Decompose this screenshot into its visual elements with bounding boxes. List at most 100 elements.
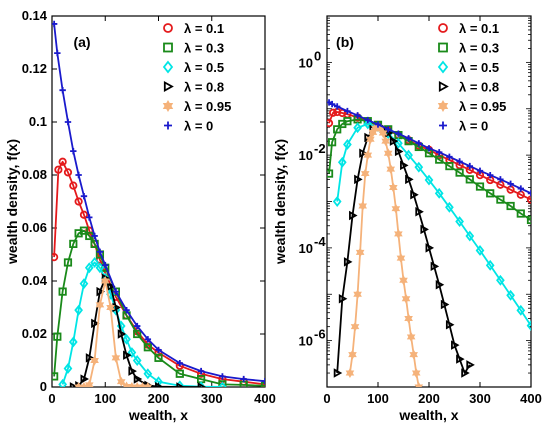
y-tick-label: 10 <box>299 55 313 70</box>
plot-frame <box>51 15 266 388</box>
data-point <box>466 360 475 370</box>
x-tick-label: 300 <box>201 391 223 406</box>
data-point <box>360 168 370 179</box>
legend-label: λ = 0.8 <box>184 80 224 95</box>
data-point <box>378 128 388 138</box>
x-tick-label: 100 <box>367 391 389 406</box>
data-point <box>383 148 393 159</box>
data-point <box>117 329 127 339</box>
data-point <box>133 374 143 384</box>
data-point <box>344 107 351 115</box>
data-point <box>96 248 104 256</box>
data-point <box>218 381 227 387</box>
data-point <box>394 146 404 157</box>
data-point <box>394 228 403 239</box>
data-point <box>123 306 130 314</box>
legend-label: λ = 0.3 <box>459 41 499 56</box>
data-point <box>219 373 226 380</box>
data-point <box>345 368 355 379</box>
data-point <box>197 382 207 387</box>
data-point <box>333 125 342 134</box>
data-point <box>197 367 205 375</box>
data-point <box>405 174 414 185</box>
data-point <box>69 239 78 248</box>
y-tick-label: 10 <box>299 148 313 163</box>
data-point <box>122 381 131 387</box>
x-tick-label: 300 <box>469 391 491 406</box>
legend-label: λ = 0 <box>184 119 213 134</box>
y-tick-label: 10 <box>299 334 313 349</box>
data-point <box>175 369 184 378</box>
data-point <box>343 257 353 267</box>
data-point <box>414 382 424 387</box>
data-point <box>527 190 531 197</box>
series-line <box>328 101 531 195</box>
data-point <box>399 275 408 286</box>
data-point <box>58 378 68 387</box>
plot-frame <box>326 15 532 388</box>
data-point <box>334 103 341 110</box>
data-point <box>434 187 444 199</box>
data-point <box>506 201 515 211</box>
data-point <box>58 287 67 296</box>
data-point <box>455 168 464 177</box>
data-point <box>389 136 399 146</box>
legend-label: λ = 0.1 <box>184 21 224 36</box>
panel-a: 0 100 200 300 400 0 0.02 0.04 0.06 0.08 0.1 0.12 0.1… <box>4 8 276 423</box>
data-point <box>134 322 141 330</box>
data-point <box>59 87 66 94</box>
data-point <box>395 130 402 137</box>
data-point <box>218 380 227 387</box>
data-point <box>144 336 152 343</box>
series-line <box>53 23 265 383</box>
data-point <box>366 134 375 145</box>
data-point <box>424 174 434 186</box>
legend: λ = 0.1 λ = 0.3 λ = 0.5 λ = 0.8 λ = 0.95 λ = … <box>437 21 506 134</box>
legend-marker <box>437 99 449 113</box>
series-1 <box>52 226 265 387</box>
legend-marker <box>163 23 173 33</box>
legend-label: λ = 0.95 <box>184 99 231 114</box>
data-point <box>155 382 164 387</box>
legend-label: λ = 0.8 <box>459 80 499 95</box>
data-point <box>112 288 120 295</box>
data-point <box>374 121 382 128</box>
legend-marker <box>437 60 449 74</box>
series-line <box>336 125 471 374</box>
y-tick-label: 0 <box>40 379 47 394</box>
legend-marker <box>164 121 172 130</box>
data-point <box>456 158 463 165</box>
series-line <box>349 126 420 387</box>
x-tick-label: 100 <box>94 391 116 406</box>
data-point <box>123 350 132 360</box>
data-point <box>359 148 368 158</box>
data-point <box>75 171 82 179</box>
data-point <box>133 329 142 339</box>
data-point <box>116 376 126 387</box>
y-tick-exponent: 0 <box>314 48 321 63</box>
data-layer <box>327 99 531 387</box>
legend-marker <box>162 99 174 113</box>
data-point <box>91 232 98 240</box>
data-layer <box>52 20 265 387</box>
data-point <box>338 108 347 118</box>
data-point <box>155 346 162 354</box>
data-point <box>409 349 418 360</box>
data-point <box>526 320 531 332</box>
data-point <box>329 108 338 117</box>
y-tick-label: 0.08 <box>22 167 47 182</box>
data-point <box>349 210 358 221</box>
data-point <box>348 349 357 360</box>
data-point <box>54 49 61 57</box>
x-tick-label: 200 <box>148 391 170 406</box>
data-point <box>389 182 398 193</box>
y-tick-label: 0.12 <box>22 61 47 76</box>
data-point <box>261 377 265 385</box>
legend-label: λ = 0.5 <box>184 60 224 75</box>
data-point <box>90 355 99 366</box>
panel-label: (a) <box>73 34 90 50</box>
data-point <box>63 168 73 177</box>
data-point <box>332 196 342 207</box>
